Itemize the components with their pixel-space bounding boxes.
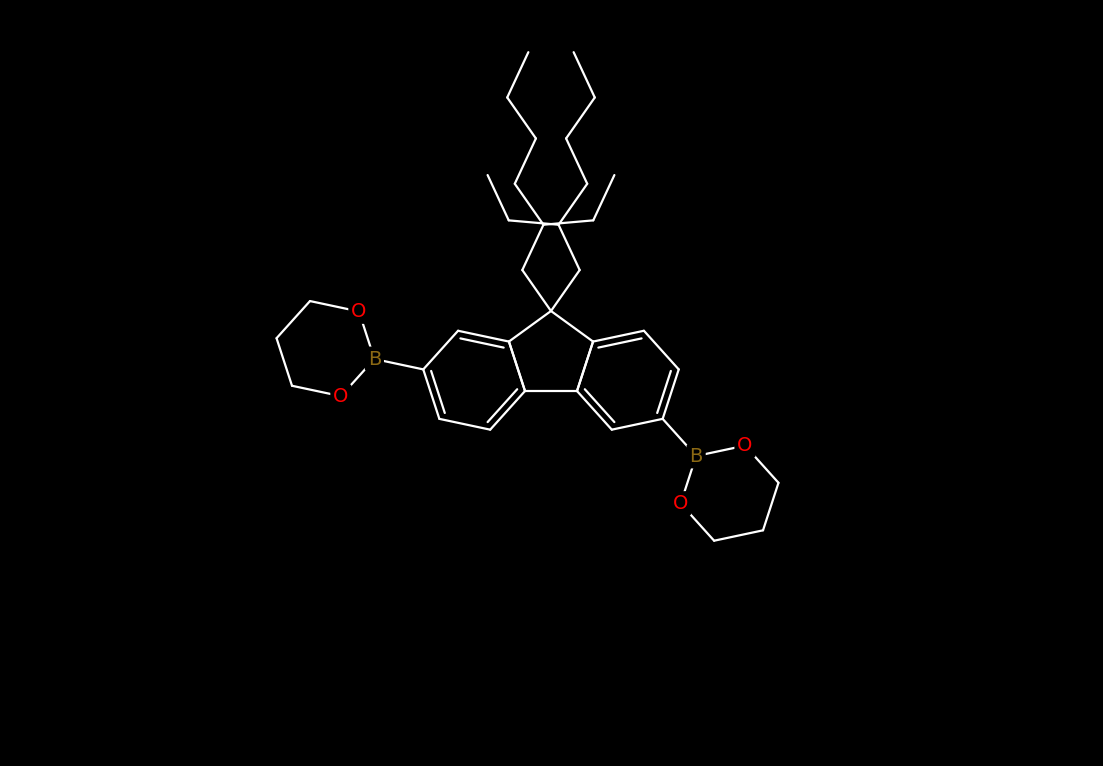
Text: B: B — [367, 349, 381, 368]
Text: B: B — [689, 447, 703, 466]
Text: O: O — [673, 494, 688, 513]
Text: O: O — [351, 302, 366, 321]
Text: O: O — [737, 436, 752, 455]
Text: O: O — [333, 387, 349, 406]
